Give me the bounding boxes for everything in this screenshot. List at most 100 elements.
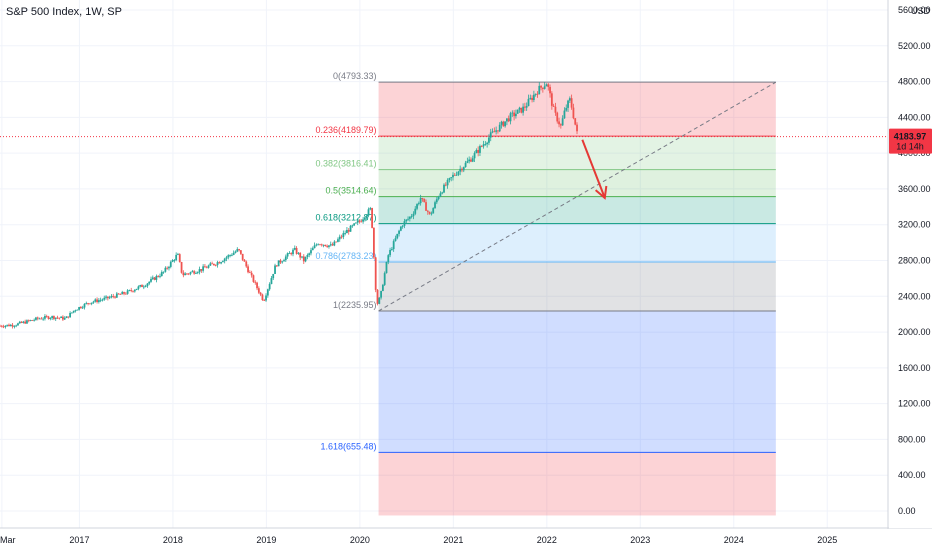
candle[interactable] <box>128 289 131 292</box>
candle[interactable] <box>545 83 548 87</box>
candle[interactable] <box>218 261 221 264</box>
candle[interactable] <box>286 252 289 259</box>
candle[interactable] <box>83 303 86 310</box>
candle[interactable] <box>283 258 285 262</box>
candle[interactable] <box>106 296 109 301</box>
candle[interactable] <box>376 288 379 306</box>
candle[interactable] <box>60 316 63 319</box>
candle[interactable] <box>207 264 210 269</box>
candle[interactable] <box>232 250 235 256</box>
candle[interactable] <box>281 260 284 264</box>
candle[interactable] <box>101 298 104 302</box>
candle[interactable] <box>574 118 577 126</box>
candle[interactable] <box>90 302 93 306</box>
candle[interactable] <box>459 165 462 176</box>
candle[interactable] <box>561 115 564 126</box>
candle[interactable] <box>130 287 133 293</box>
candle[interactable] <box>133 289 136 293</box>
candle[interactable] <box>250 270 253 278</box>
candle[interactable] <box>421 197 424 202</box>
candle[interactable] <box>453 172 456 176</box>
candle[interactable] <box>346 227 348 234</box>
candle[interactable] <box>45 314 48 318</box>
candle[interactable] <box>256 281 258 291</box>
candle[interactable] <box>390 247 393 251</box>
candle[interactable] <box>78 306 80 311</box>
candle[interactable] <box>234 250 237 254</box>
candle[interactable] <box>541 87 544 93</box>
candle[interactable] <box>423 198 426 203</box>
candle[interactable] <box>193 269 196 275</box>
candle[interactable] <box>261 293 264 301</box>
candle[interactable] <box>87 302 89 306</box>
candle[interactable] <box>141 284 143 288</box>
candle[interactable] <box>558 117 560 128</box>
candle[interactable] <box>362 216 365 224</box>
candle[interactable] <box>480 145 483 148</box>
candle[interactable] <box>112 293 115 299</box>
candle[interactable] <box>123 291 125 296</box>
candle[interactable] <box>99 297 102 303</box>
candle[interactable] <box>221 260 224 263</box>
candle[interactable] <box>455 171 458 176</box>
candle[interactable] <box>88 303 91 305</box>
candle[interactable] <box>392 239 395 252</box>
candle[interactable] <box>297 251 300 255</box>
candle[interactable] <box>13 325 16 329</box>
candle[interactable] <box>146 283 149 288</box>
candle[interactable] <box>414 206 417 216</box>
arrow-shaft[interactable] <box>581 139 606 199</box>
candle[interactable] <box>471 155 474 163</box>
candle[interactable] <box>295 246 298 255</box>
candle[interactable] <box>419 194 422 206</box>
candle[interactable] <box>306 253 309 260</box>
candle[interactable] <box>498 122 501 133</box>
candle[interactable] <box>187 273 190 276</box>
candle[interactable] <box>26 319 28 324</box>
candle[interactable] <box>29 319 32 322</box>
candle[interactable] <box>263 298 266 301</box>
candle[interactable] <box>515 109 517 119</box>
candle[interactable] <box>385 261 388 274</box>
candle[interactable] <box>396 233 399 240</box>
candle[interactable] <box>245 260 248 268</box>
candle[interactable] <box>426 209 429 215</box>
candle[interactable] <box>248 270 251 274</box>
candle[interactable] <box>527 94 530 107</box>
candle[interactable] <box>475 148 478 154</box>
candle[interactable] <box>290 252 293 256</box>
candle[interactable] <box>360 219 363 223</box>
candle[interactable] <box>470 157 472 163</box>
candle[interactable] <box>92 300 95 304</box>
candle[interactable] <box>399 225 402 232</box>
candle[interactable] <box>338 234 341 242</box>
candle[interactable] <box>500 120 503 129</box>
candle[interactable] <box>337 237 339 243</box>
candle[interactable] <box>213 263 215 266</box>
candle[interactable] <box>328 245 330 249</box>
candle[interactable] <box>457 170 460 177</box>
candle[interactable] <box>94 298 97 303</box>
forecast-arrow[interactable] <box>581 139 608 200</box>
candle[interactable] <box>148 281 151 286</box>
candle[interactable] <box>502 120 505 127</box>
candle[interactable] <box>576 122 578 135</box>
candle[interactable] <box>135 288 138 291</box>
candle[interactable] <box>304 256 307 263</box>
candle[interactable] <box>387 254 390 265</box>
candle[interactable] <box>461 167 463 173</box>
candle[interactable] <box>79 305 82 309</box>
candle[interactable] <box>49 317 52 321</box>
candle[interactable] <box>38 317 41 320</box>
candle[interactable] <box>550 91 553 110</box>
candle[interactable] <box>432 207 435 214</box>
candle[interactable] <box>211 261 214 265</box>
candle[interactable] <box>507 115 510 123</box>
candle[interactable] <box>511 110 514 117</box>
candle[interactable] <box>191 269 194 273</box>
candle[interactable] <box>33 318 36 322</box>
candle[interactable] <box>322 244 325 248</box>
candle[interactable] <box>493 127 496 133</box>
candle[interactable] <box>238 248 240 252</box>
